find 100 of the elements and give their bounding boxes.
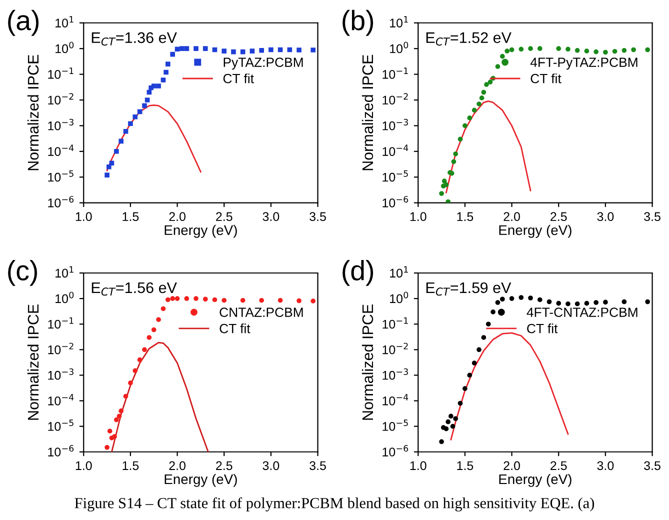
point	[509, 47, 514, 52]
point	[453, 151, 458, 156]
line-series	[450, 332, 569, 440]
point	[240, 49, 246, 54]
point	[160, 78, 166, 82]
x-tick-label: 2.5	[216, 212, 232, 222]
x-tick-label: 3.5	[644, 212, 660, 222]
point	[222, 298, 227, 303]
point	[296, 48, 302, 52]
y-tick-label: 10$^{−2}$	[48, 93, 74, 105]
point	[500, 54, 505, 59]
point	[164, 70, 168, 75]
annotation: E$_{CT}$=1.56 eV	[92, 282, 177, 296]
point	[250, 48, 255, 54]
point	[156, 84, 161, 88]
line-series	[446, 100, 532, 194]
point	[450, 424, 456, 429]
y-tick-label: 10$^{−6}$	[48, 445, 74, 456]
point	[132, 114, 138, 120]
point	[166, 297, 170, 302]
y-tick-label: 10$^{0}$	[390, 42, 408, 54]
point	[509, 296, 514, 301]
point	[472, 360, 477, 366]
point	[114, 417, 119, 422]
point	[594, 300, 598, 305]
point	[453, 416, 458, 422]
point	[645, 47, 650, 52]
y-tick-label: 10$^{−1}$	[382, 68, 408, 79]
point	[142, 347, 147, 352]
legend-label: CNTAZ:PCBM	[220, 308, 303, 317]
point	[481, 335, 486, 340]
legend-label: 4FT-CNTAZ:PCBM	[526, 308, 638, 317]
point	[144, 98, 150, 102]
y-axis-title: Normalized IPCE	[27, 54, 39, 170]
line-series	[111, 342, 209, 452]
y-tick-label: 10$^{−6}$	[382, 445, 408, 456]
point	[622, 299, 627, 304]
point	[184, 46, 190, 51]
point	[118, 408, 124, 414]
chart-title: (b)	[342, 10, 374, 36]
y-tick-label: 10$^{−3}$	[382, 118, 408, 130]
x-tick-label: 2.5	[216, 461, 232, 470]
x-tick-label: 1.5	[122, 212, 139, 222]
x-tick-label: 1.0	[76, 212, 92, 222]
x-tick-label: 1.5	[457, 461, 474, 470]
point	[310, 298, 316, 304]
point	[180, 46, 184, 51]
point	[194, 46, 198, 51]
point	[495, 300, 500, 305]
point	[479, 96, 484, 100]
point	[594, 49, 598, 54]
y-tick-label: 10$^{−2}$	[48, 342, 74, 354]
x-axis-title: Energy (eV)	[164, 224, 237, 238]
y-tick-label: 10$^{−4}$	[48, 144, 74, 156]
point	[481, 90, 486, 95]
point	[118, 138, 124, 144]
point	[146, 335, 152, 340]
chart-title: (a)	[8, 10, 39, 36]
point	[112, 434, 117, 439]
point	[451, 159, 456, 164]
point	[104, 172, 110, 178]
x-tick-label: 2.0	[169, 212, 186, 222]
point	[504, 48, 510, 54]
x-tick-label: 1.0	[410, 461, 426, 470]
point	[114, 148, 119, 154]
x-tick-label: 3.0	[262, 212, 280, 222]
caption: Figure S14 – CT state fit of polymer:PCBM blend based on high sensitivity EQE. (a)	[74, 497, 594, 512]
x-tick-label: 2.0	[504, 212, 520, 222]
point	[584, 300, 590, 306]
point	[566, 301, 570, 306]
point	[500, 296, 505, 302]
point	[109, 160, 114, 166]
point	[174, 296, 180, 301]
y-tick-label: 10$^{−5}$	[382, 170, 408, 182]
y-axis-title: Normalized IPCE	[362, 304, 374, 420]
legend-label: 4FT-PyTAZ:PCBM	[530, 58, 638, 70]
x-axis-title: Energy (eV)	[499, 224, 572, 238]
y-tick-label: 10$^{−2}$	[382, 342, 408, 354]
y-tick-label: 10$^{−6}$	[48, 196, 74, 208]
point	[107, 428, 112, 434]
y-tick-label: 10$^{−6}$	[382, 196, 408, 208]
y-tick-label: 10$^{−3}$	[382, 368, 408, 380]
point	[123, 128, 128, 134]
legend-label: PyTAZ:PCBM	[224, 58, 303, 70]
point	[645, 299, 650, 304]
point	[104, 444, 110, 450]
x-tick-label: 2.5	[550, 461, 567, 470]
y-tick-label: 10$^{−1}$	[48, 68, 74, 79]
point	[518, 295, 524, 300]
point	[495, 64, 500, 69]
point	[128, 380, 133, 386]
annotation: E$_{CT}$=1.59 eV	[426, 282, 512, 296]
annotation: E$_{CT}$=1.36 eV	[92, 32, 177, 46]
point	[123, 394, 128, 399]
point	[603, 300, 608, 305]
point	[556, 46, 562, 51]
line-series	[106, 104, 202, 173]
point	[556, 300, 562, 306]
point	[446, 199, 450, 203]
annotation: E$_{CT}$=1.52 eV	[426, 32, 512, 46]
